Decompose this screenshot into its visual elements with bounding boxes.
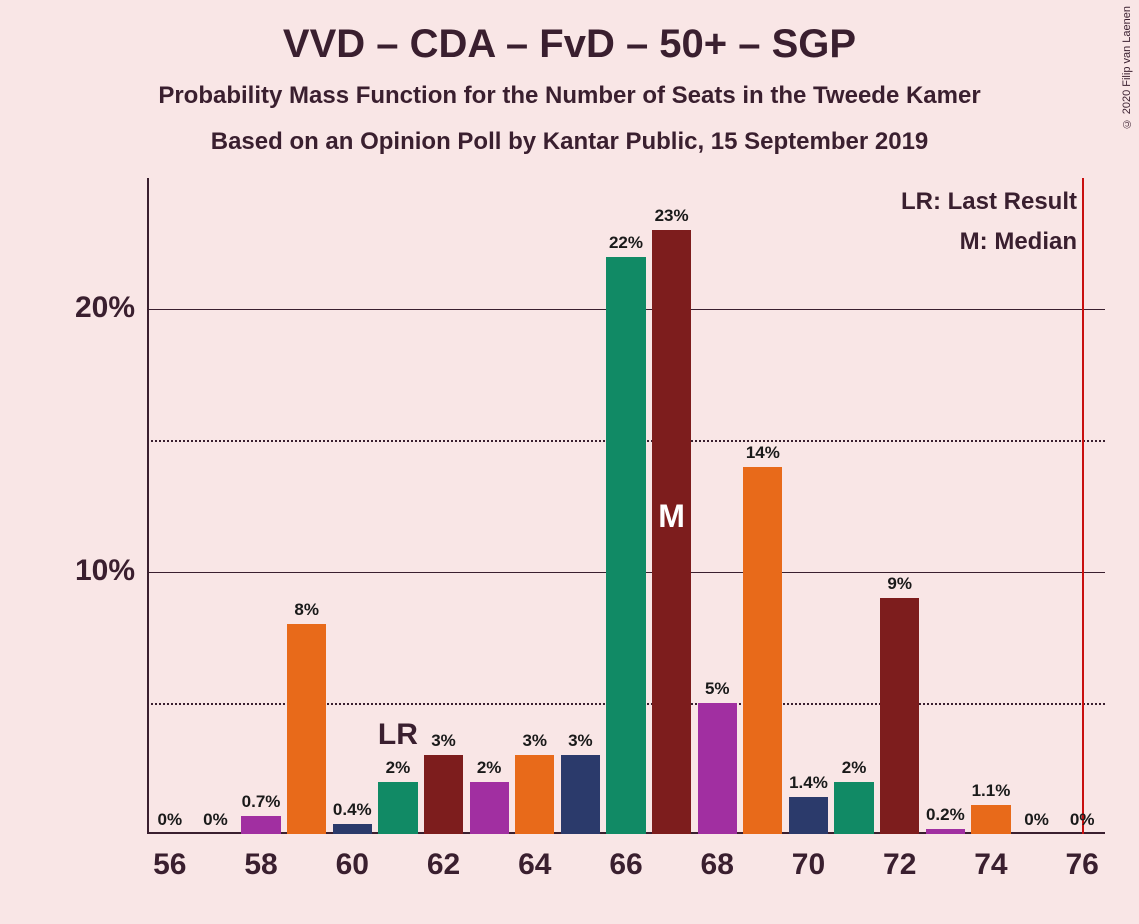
bar	[424, 755, 463, 834]
bar	[698, 703, 737, 834]
bar-value-label: 22%	[603, 233, 649, 253]
bar	[515, 755, 554, 834]
bar	[971, 805, 1010, 834]
bar	[470, 782, 509, 834]
x-tick-label: 76	[1042, 848, 1122, 882]
legend-item: M: Median	[960, 228, 1077, 256]
majority-vline	[1082, 178, 1084, 834]
bar	[606, 257, 645, 834]
bar	[561, 755, 600, 834]
x-tick-label: 56	[130, 848, 210, 882]
x-tick-label: 68	[677, 848, 757, 882]
chart-container: VVD – CDA – FvD – 50+ – SGP Probability …	[0, 0, 1139, 924]
bar	[880, 598, 919, 834]
bar-value-label: 14%	[740, 443, 786, 463]
plot-area: 0%0%0.7%8%0.4%2%3%2%3%3%22%23%5%14%1.4%2…	[147, 178, 1105, 834]
x-tick-label: 66	[586, 848, 666, 882]
bar-value-label: 2%	[375, 758, 421, 778]
chart-subtitle-2: Based on an Opinion Poll by Kantar Publi…	[0, 128, 1139, 156]
copyright-text: © 2020 Filip van Laenen	[1121, 6, 1133, 129]
bar-value-label: 0%	[147, 810, 193, 830]
bar	[241, 816, 280, 834]
x-tick-label: 70	[768, 848, 848, 882]
bar	[287, 624, 326, 834]
bar-value-label: 0%	[193, 810, 239, 830]
bar-value-label: 23%	[649, 206, 695, 226]
bar-value-label: 0.7%	[238, 792, 284, 812]
bar-value-label: 2%	[831, 758, 877, 778]
x-tick-label: 72	[860, 848, 940, 882]
bar-value-label: 1.1%	[968, 781, 1014, 801]
x-tick-label: 58	[221, 848, 301, 882]
bar-value-label: 3%	[558, 731, 604, 751]
bar	[333, 824, 372, 834]
x-tick-label: 60	[312, 848, 392, 882]
x-tick-label: 74	[951, 848, 1031, 882]
y-tick-label: 20%	[35, 291, 135, 325]
bar-value-label: 0%	[1014, 810, 1060, 830]
bar-value-label: 8%	[284, 600, 330, 620]
bar-value-label: 1.4%	[786, 773, 832, 793]
legend-item: LR: Last Result	[901, 188, 1077, 216]
annotation-m: M	[652, 498, 691, 535]
chart-subtitle-1: Probability Mass Function for the Number…	[0, 82, 1139, 110]
bar-value-label: 0.2%	[923, 805, 969, 825]
bar	[743, 467, 782, 834]
bar-value-label: 5%	[694, 679, 740, 699]
bar	[789, 797, 828, 834]
y-tick-label: 10%	[35, 554, 135, 588]
bar	[378, 782, 417, 834]
annotation-lr: LR	[358, 718, 438, 752]
bar-value-label: 2%	[466, 758, 512, 778]
chart-title: VVD – CDA – FvD – 50+ – SGP	[0, 22, 1139, 67]
bar-value-label: 3%	[512, 731, 558, 751]
x-tick-label: 62	[404, 848, 484, 882]
bar-value-label: 9%	[877, 574, 923, 594]
bar-value-label: 0.4%	[329, 800, 375, 820]
x-tick-label: 64	[495, 848, 575, 882]
bar	[834, 782, 873, 834]
bar	[926, 829, 965, 834]
bar-value-label: 0%	[1059, 810, 1105, 830]
y-axis-line	[147, 178, 149, 834]
